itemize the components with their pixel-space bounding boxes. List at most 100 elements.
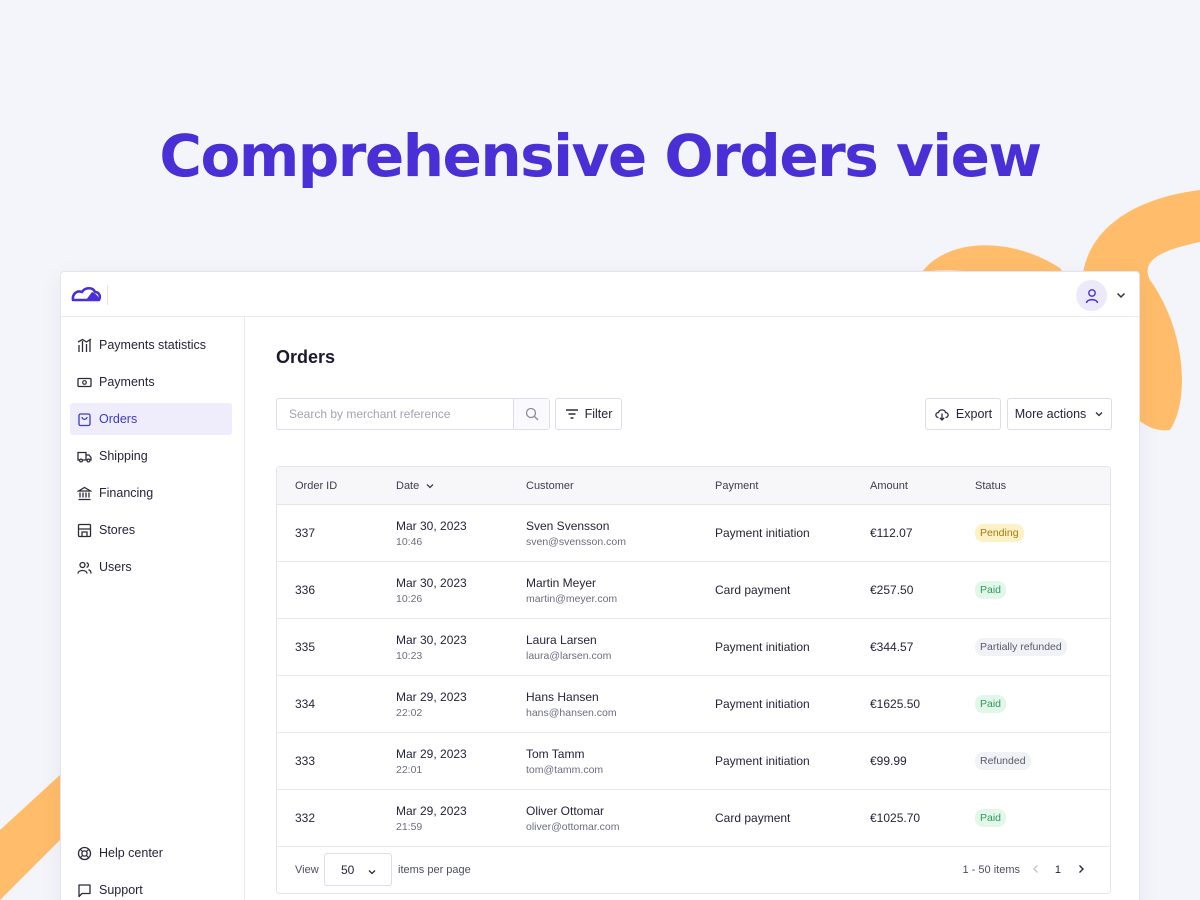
customer-email: sven@svensson.com (526, 536, 626, 548)
column-header-payment[interactable]: Payment (715, 480, 759, 492)
sidebar-item-label: Financing (99, 486, 154, 500)
order-id: 333 (295, 754, 316, 768)
shopping-bag-icon (78, 412, 91, 426)
view-label: View (295, 864, 319, 876)
order-id: 335 (295, 640, 316, 654)
table-row[interactable]: 337 Mar 30, 2023 10:46 Sven Svensson sven@… (277, 505, 1110, 562)
column-header-amount[interactable]: Amount (870, 480, 908, 492)
sidebar-item-payments[interactable]: Payments (70, 366, 232, 398)
bank-icon (77, 486, 92, 500)
search-box (276, 398, 550, 430)
chevron-right-icon[interactable] (1075, 862, 1087, 876)
order-date: Mar 30, 2023 10:46 (396, 519, 467, 548)
status-badge: Paid (975, 809, 1007, 827)
order-date: Mar 29, 2023 22:02 (396, 690, 467, 719)
table-row[interactable]: 333 Mar 29, 2023 22:01 Tom Tamm tom@tamm.c… (277, 733, 1110, 790)
truck-icon (77, 451, 92, 463)
items-per-page-label: items per page (398, 864, 471, 876)
column-header-date[interactable]: Date (396, 480, 435, 492)
payment-method: Payment initiation (715, 640, 810, 654)
order-id: 332 (295, 811, 316, 825)
top-bar (61, 272, 1139, 317)
sidebar-item-help-center[interactable]: Help center (70, 837, 232, 869)
order-time: 22:02 (396, 707, 423, 719)
banknote-icon (77, 377, 92, 387)
sidebar-item-label: Support (99, 883, 143, 897)
order-date: Mar 29, 2023 22:01 (396, 747, 467, 776)
order-time: 10:23 (396, 650, 423, 662)
sidebar-item-label: Stores (99, 523, 136, 537)
cloud-download-icon (935, 409, 949, 421)
orders-table: Order ID Date Customer Payment Amount St… (276, 466, 1111, 894)
sidebar-item-users[interactable]: Users (70, 551, 232, 583)
items-per-page-value: 50 (341, 862, 355, 877)
payment-method: Payment initiation (715, 754, 810, 768)
chat-icon (78, 883, 91, 897)
column-header-status[interactable]: Status (975, 480, 1007, 492)
search-input[interactable] (277, 399, 513, 429)
search-button[interactable] (513, 399, 549, 429)
order-amount: €1025.70 (870, 811, 921, 825)
customer: Martin Meyer martin@meyer.com (526, 576, 618, 605)
main-content: Orders Filter Export More actions Order … (276, 317, 1112, 900)
order-amount: €99.99 (870, 754, 907, 768)
sidebar-item-financing[interactable]: Financing (70, 477, 232, 509)
chevron-down-icon (1095, 412, 1103, 417)
user-avatar[interactable] (1076, 280, 1107, 311)
chevron-left-icon[interactable] (1030, 862, 1042, 876)
sidebar-item-orders[interactable]: Orders (70, 403, 232, 435)
column-header-customer[interactable]: Customer (526, 480, 574, 492)
more-actions-label: More actions (1014, 407, 1087, 421)
filter-button-label: Filter (584, 407, 613, 421)
order-date: Mar 29, 2023 21:59 (396, 804, 467, 833)
users-icon (77, 561, 92, 574)
sidebar-item-shipping[interactable]: Shipping (70, 440, 232, 472)
order-amount: €344.57 (870, 640, 914, 654)
order-time: 10:46 (396, 536, 423, 548)
customer: Sven Svensson sven@svensson.com (526, 519, 626, 548)
payment-method: Payment initiation (715, 526, 810, 540)
table-row[interactable]: 334 Mar 29, 2023 22:02 Hans Hansen hans@ha… (277, 676, 1110, 733)
customer-email: hans@hansen.com (526, 707, 617, 719)
order-id: 334 (295, 697, 316, 711)
customer-email: oliver@ottomar.com (526, 821, 620, 833)
customer-email: martin@meyer.com (526, 593, 618, 605)
sidebar: Payments statistics Payments Orders Ship… (61, 317, 245, 900)
order-amount: €257.50 (870, 583, 914, 597)
column-header-order-id[interactable]: Order ID (295, 480, 338, 492)
table-row[interactable]: 336 Mar 30, 2023 10:26 Martin Meyer martin… (277, 562, 1110, 619)
export-button-label: Export (955, 407, 993, 421)
customer: Oliver Ottomar oliver@ottomar.com (526, 804, 620, 833)
order-time: 22:01 (396, 764, 423, 776)
order-date: Mar 30, 2023 10:26 (396, 576, 467, 605)
bar-chart-icon (77, 337, 92, 352)
store-icon (77, 523, 92, 537)
order-amount: €112.07 (870, 526, 913, 540)
table-row[interactable]: 335 Mar 30, 2023 10:23 Laura Larsen laura@… (277, 619, 1110, 676)
export-button[interactable]: Export (925, 398, 1001, 430)
page-number[interactable]: 1 (1054, 864, 1061, 876)
app-window: Payments statistics Payments Orders Ship… (60, 271, 1140, 900)
sort-descending-icon (426, 484, 434, 489)
filter-button[interactable]: Filter (555, 398, 622, 430)
customer: Laura Larsen laura@larsen.com (526, 633, 612, 662)
table-pagination: View 50 items per page 1 - 50 items 1 (277, 845, 1110, 893)
sidebar-item-payments-statistics[interactable]: Payments statistics (70, 329, 232, 361)
sidebar-item-label: Help center (99, 846, 163, 860)
sidebar-item-support[interactable]: Support (70, 874, 232, 900)
sidebar-item-label: Orders (99, 412, 138, 426)
cloud-logo-icon[interactable] (70, 284, 102, 309)
lifebuoy-icon (77, 846, 92, 860)
sidebar-item-stores[interactable]: Stores (70, 514, 232, 546)
chevron-down-icon (368, 870, 376, 875)
customer: Hans Hansen hans@hansen.com (526, 690, 617, 719)
search-icon (525, 407, 538, 421)
logo-divider (107, 285, 108, 305)
more-actions-button[interactable]: More actions (1007, 398, 1112, 430)
status-badge: Partially refunded (975, 638, 1067, 656)
items-per-page-select[interactable]: 50 (324, 853, 392, 886)
customer-email: laura@larsen.com (526, 650, 612, 662)
items-range: 1 - 50 items (962, 864, 1020, 876)
chevron-down-icon[interactable] (1115, 289, 1127, 301)
table-row[interactable]: 332 Mar 29, 2023 21:59 Oliver Ottomar oliv… (277, 790, 1110, 847)
